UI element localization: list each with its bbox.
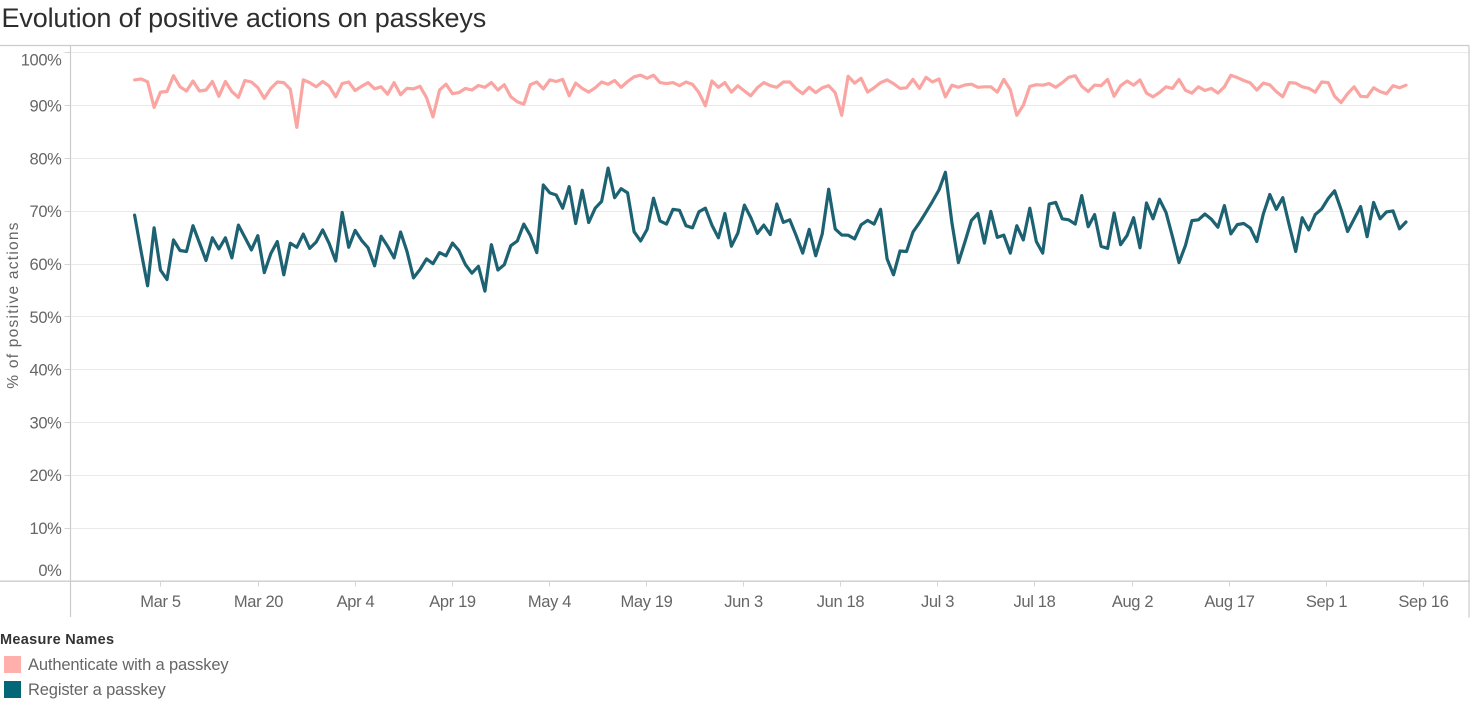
- svg-text:20%: 20%: [30, 467, 63, 485]
- svg-text:Jul 3: Jul 3: [921, 593, 954, 611]
- svg-text:10%: 10%: [30, 520, 63, 538]
- svg-text:Sep 16: Sep 16: [1398, 593, 1448, 611]
- svg-text:0%: 0%: [38, 562, 62, 580]
- svg-text:100%: 100%: [21, 51, 62, 69]
- svg-text:% of positive actions: % of positive actions: [5, 221, 22, 389]
- svg-text:Apr 19: Apr 19: [429, 593, 476, 611]
- svg-text:Mar 20: Mar 20: [234, 593, 283, 611]
- svg-text:90%: 90%: [30, 98, 63, 116]
- svg-text:Jun 3: Jun 3: [724, 593, 763, 611]
- svg-text:30%: 30%: [30, 414, 63, 432]
- svg-text:80%: 80%: [30, 150, 63, 168]
- svg-text:Sep 1: Sep 1: [1306, 593, 1348, 611]
- svg-text:Jul 18: Jul 18: [1014, 593, 1056, 611]
- svg-text:50%: 50%: [30, 309, 63, 327]
- svg-text:Aug 2: Aug 2: [1112, 593, 1154, 611]
- svg-text:70%: 70%: [30, 203, 63, 221]
- svg-text:May 19: May 19: [620, 593, 672, 611]
- svg-text:Jun 18: Jun 18: [817, 593, 865, 611]
- svg-text:Mar 5: Mar 5: [140, 593, 181, 611]
- svg-text:40%: 40%: [30, 362, 63, 380]
- svg-text:May 4: May 4: [528, 593, 571, 611]
- svg-text:60%: 60%: [30, 256, 63, 274]
- svg-text:Aug 17: Aug 17: [1204, 593, 1254, 611]
- svg-text:Apr 4: Apr 4: [337, 593, 375, 611]
